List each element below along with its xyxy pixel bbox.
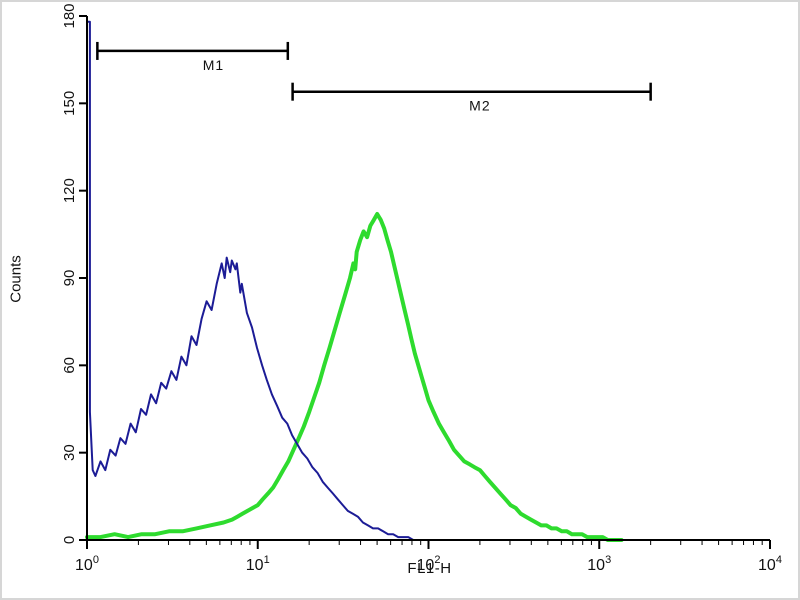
x-tick-label: 101: [246, 554, 270, 574]
x-tick-label: 102: [417, 554, 441, 574]
green-curve: [85, 212, 624, 542]
x-tick-label: 103: [587, 554, 611, 574]
y-tick-label: 90: [61, 270, 78, 287]
y-tick-label: 150: [61, 91, 78, 116]
x-tick-label: 100: [75, 554, 99, 574]
y-tick-label: 30: [61, 444, 78, 461]
y-axis-label: Counts: [7, 255, 25, 303]
marker-label: M2: [469, 98, 490, 114]
marker-label: M1: [203, 57, 224, 73]
x-tick-label: 104: [758, 554, 782, 574]
y-tick-label: 180: [61, 3, 78, 28]
gate-marker-M1: M1: [96, 41, 290, 73]
y-tick-label: 60: [61, 357, 78, 374]
x-axis-label: FL1-H: [407, 560, 452, 577]
blue-curve: [86, 20, 430, 541]
gate-marker-M2: M2: [291, 82, 652, 114]
y-tick-label: 0: [61, 536, 78, 544]
y-tick-label: 120: [61, 178, 78, 203]
